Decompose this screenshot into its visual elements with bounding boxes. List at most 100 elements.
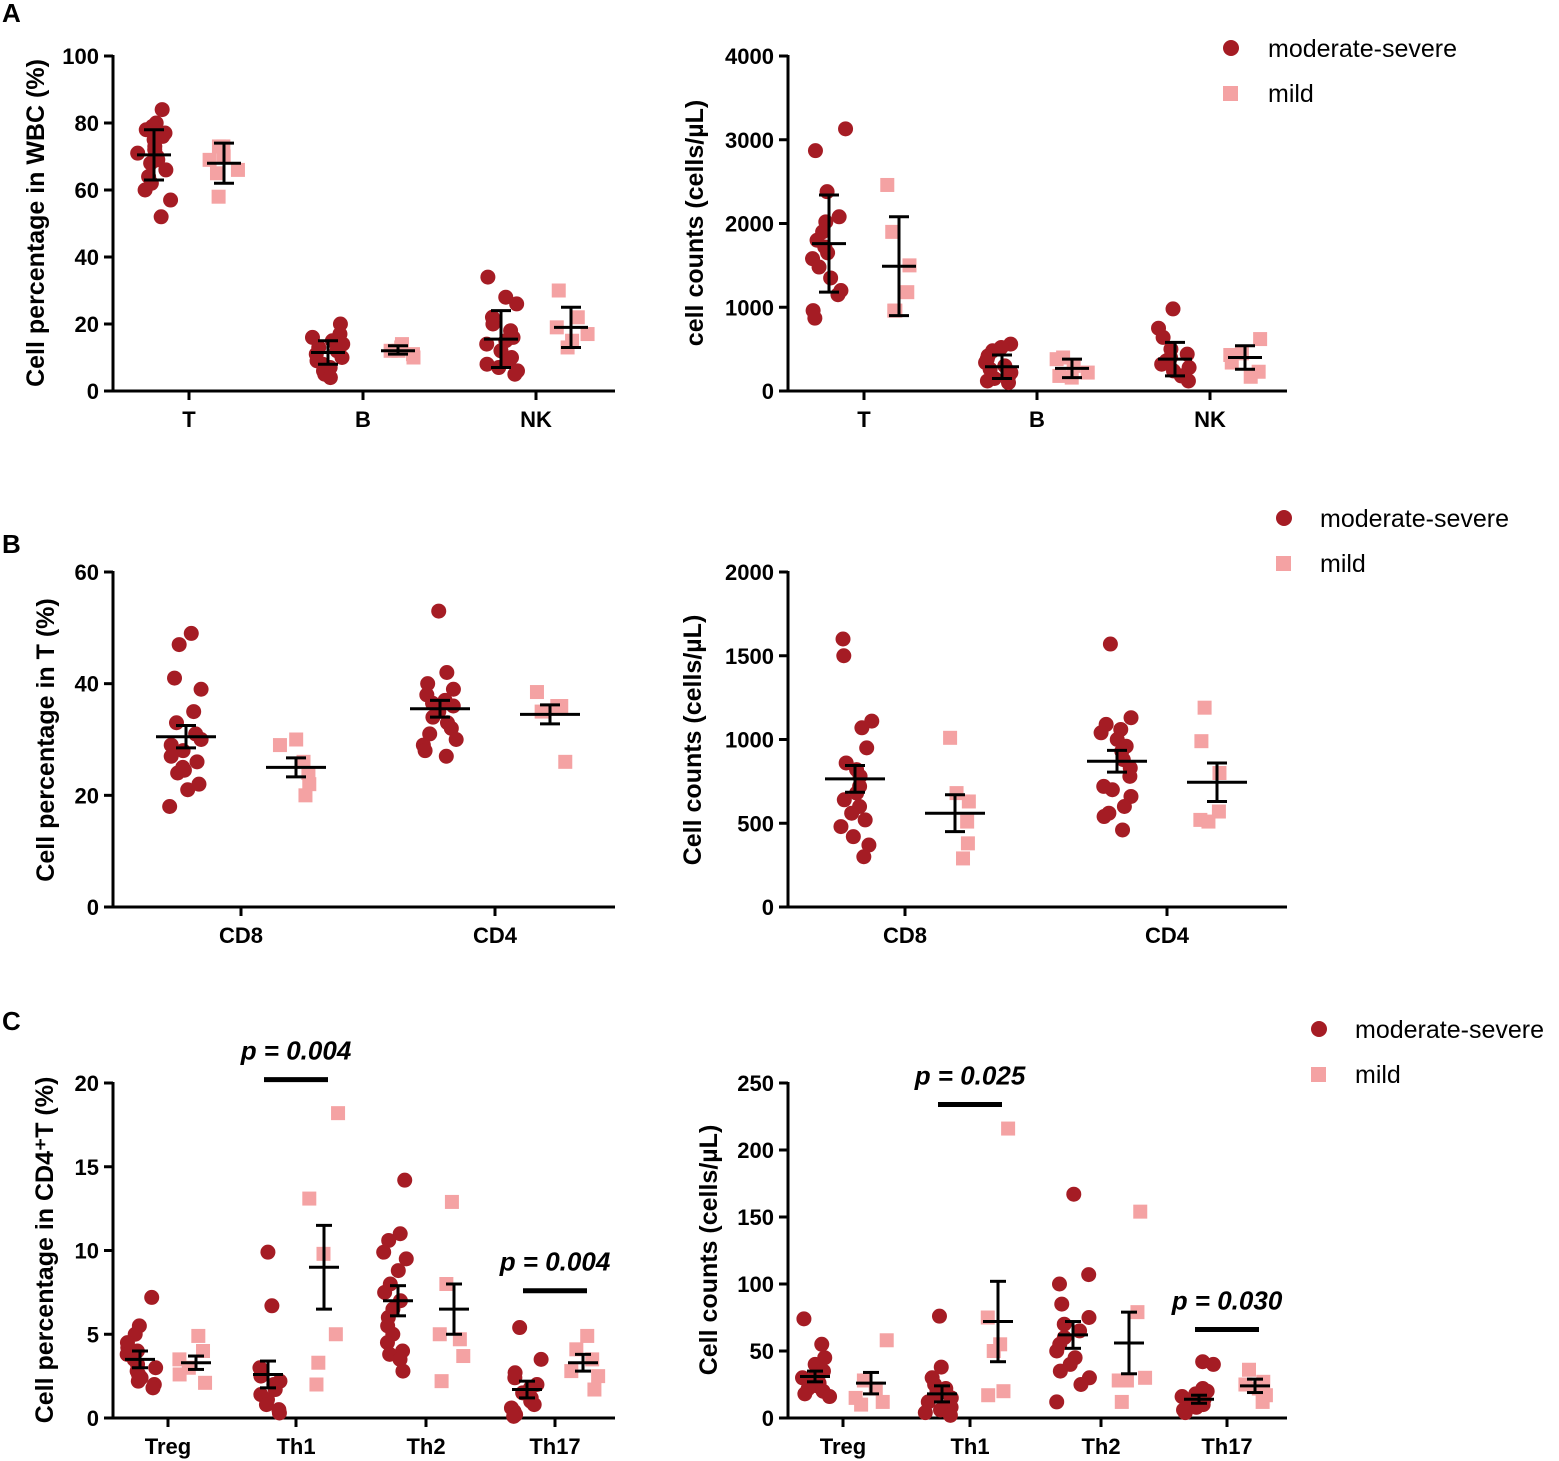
data-point (580, 1328, 595, 1343)
data-point (512, 1320, 528, 1336)
x-tick-label: Th1 (276, 1434, 315, 1459)
panel-letter-b: B (2, 529, 21, 559)
data-point (422, 726, 438, 742)
legend-c-mild-marker (1311, 1067, 1326, 1082)
data-point (823, 270, 839, 286)
series-mild (202, 139, 595, 365)
data-point (564, 1364, 579, 1379)
series-moderate-severe (119, 1172, 549, 1424)
data-point (264, 1298, 280, 1314)
y-tick-label: 500 (737, 811, 774, 836)
data-point (170, 765, 186, 781)
p-value-label: p = 0.030 (1171, 1286, 1283, 1316)
x-tick-label: CD4 (473, 923, 518, 948)
series-moderate-severe (825, 631, 1147, 865)
data-point (844, 805, 860, 821)
data-point (148, 1360, 164, 1376)
data-point (836, 792, 852, 808)
data-point (1253, 332, 1268, 347)
legend-a-mild-label: mild (1268, 80, 1314, 108)
x-tick-label: CD8 (219, 923, 263, 948)
data-point (917, 1405, 933, 1421)
data-point (580, 327, 595, 342)
p-value-label: p = 0.025 (914, 1060, 1026, 1090)
series-mild (172, 1106, 606, 1397)
data-point (859, 740, 875, 756)
y-tick-label: 2000 (725, 212, 774, 237)
data-point (551, 283, 566, 298)
panel-letter-c: C (2, 1006, 21, 1036)
data-point (1102, 636, 1118, 652)
data-point (845, 829, 861, 845)
legend-a-moderate-severe-label: moderate-severe (1268, 35, 1457, 63)
data-point (587, 1382, 602, 1397)
data-point (507, 1370, 523, 1386)
data-point (1104, 782, 1120, 798)
y-tick-label: 60 (75, 560, 99, 585)
data-point (943, 730, 958, 745)
data-point (154, 102, 170, 118)
data-point (979, 373, 995, 389)
data-point (420, 676, 436, 692)
y-tick-label: 40 (75, 672, 99, 697)
data-point (163, 192, 179, 208)
y-tick-label: 5 (87, 1322, 99, 1347)
data-point (569, 1342, 584, 1357)
x-tick-label: Th17 (529, 1434, 580, 1459)
data-point (1114, 1394, 1129, 1409)
data-point (956, 851, 971, 866)
data-point (942, 1407, 958, 1423)
data-point (302, 777, 317, 792)
y-tick-label: 20 (75, 783, 99, 808)
data-point (1255, 1394, 1270, 1409)
x-tick-label: CD8 (883, 923, 927, 948)
legend-a-mild-marker (1223, 86, 1238, 101)
series-moderate-severe (130, 102, 525, 386)
data-point (137, 182, 153, 198)
data-point (311, 1355, 326, 1370)
data-point (498, 289, 514, 305)
data-point (1212, 766, 1227, 780)
y-tick-label: 15 (75, 1155, 99, 1180)
legend-a: moderate-severe mild (1223, 35, 1457, 108)
y-tick-label: 10 (75, 1239, 99, 1264)
y-axis-title: Cell percentage in CD4⁺T (%) (31, 1077, 59, 1424)
data-point (836, 648, 852, 664)
data-point (392, 1351, 408, 1367)
data-point (960, 814, 975, 829)
data-point (322, 370, 338, 386)
data-point (838, 121, 854, 137)
data-point (445, 681, 461, 697)
y-tick-label: 0 (762, 1406, 774, 1431)
data-point (835, 631, 851, 647)
data-point (328, 1327, 343, 1342)
data-point (1165, 301, 1181, 317)
data-point (1116, 799, 1132, 814)
data-point (431, 603, 447, 619)
data-point (406, 350, 421, 365)
x-tick-label: NK (1194, 407, 1226, 432)
data-point (398, 1251, 414, 1267)
data-point (289, 732, 304, 747)
data-point (931, 1308, 947, 1324)
data-point (172, 1367, 187, 1382)
data-point (1052, 368, 1067, 383)
panel-letter-a: A (2, 0, 21, 28)
data-point (1197, 700, 1212, 715)
data-point (198, 1375, 213, 1390)
y-axis-title: Cell percentage in T (%) (32, 598, 60, 881)
legend-b-mild-marker (1276, 556, 1291, 571)
data-point (392, 1226, 408, 1242)
y-tick-label: 80 (75, 111, 99, 136)
x-tick-label: Th17 (1201, 1434, 1252, 1459)
data-point (875, 1394, 890, 1409)
y-tick-label: 0 (87, 895, 99, 920)
legend-c: moderate-severe mild (1311, 1016, 1544, 1089)
data-point (509, 296, 525, 312)
data-point (480, 269, 496, 285)
chart-c-right: 0 50 100 150 200 250 Treg Th1 Th2 Th17 Cell counts… (695, 1060, 1287, 1459)
data-point (331, 1106, 346, 1121)
y-axis-title: Cell percentage in WBC (%) (22, 59, 50, 387)
series-moderate-severe (156, 603, 470, 814)
